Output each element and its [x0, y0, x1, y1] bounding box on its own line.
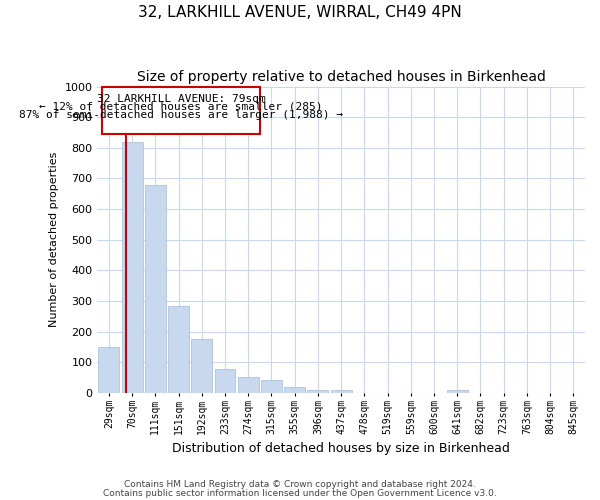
Text: ← 12% of detached houses are smaller (285): ← 12% of detached houses are smaller (28… — [39, 102, 323, 112]
Text: Contains public sector information licensed under the Open Government Licence v3: Contains public sector information licen… — [103, 488, 497, 498]
Bar — [145, 184, 166, 393]
Y-axis label: Number of detached properties: Number of detached properties — [49, 152, 59, 328]
Bar — [98, 347, 119, 393]
Text: 87% of semi-detached houses are larger (1,988) →: 87% of semi-detached houses are larger (… — [19, 110, 343, 120]
Bar — [261, 380, 282, 393]
Bar — [447, 390, 468, 393]
Text: Contains HM Land Registry data © Crown copyright and database right 2024.: Contains HM Land Registry data © Crown c… — [124, 480, 476, 489]
X-axis label: Distribution of detached houses by size in Birkenhead: Distribution of detached houses by size … — [172, 442, 510, 455]
Text: 32, LARKHILL AVENUE, WIRRAL, CH49 4PN: 32, LARKHILL AVENUE, WIRRAL, CH49 4PN — [138, 5, 462, 20]
Bar — [238, 377, 259, 393]
Title: Size of property relative to detached houses in Birkenhead: Size of property relative to detached ho… — [137, 70, 545, 84]
Bar — [307, 390, 328, 393]
Bar — [331, 390, 352, 393]
Text: 32 LARKHILL AVENUE: 79sqm: 32 LARKHILL AVENUE: 79sqm — [97, 94, 265, 104]
Bar — [215, 369, 235, 393]
Bar — [191, 340, 212, 393]
Bar — [122, 142, 143, 393]
Bar — [168, 306, 189, 393]
Bar — [102, 86, 260, 134]
Bar — [284, 386, 305, 393]
